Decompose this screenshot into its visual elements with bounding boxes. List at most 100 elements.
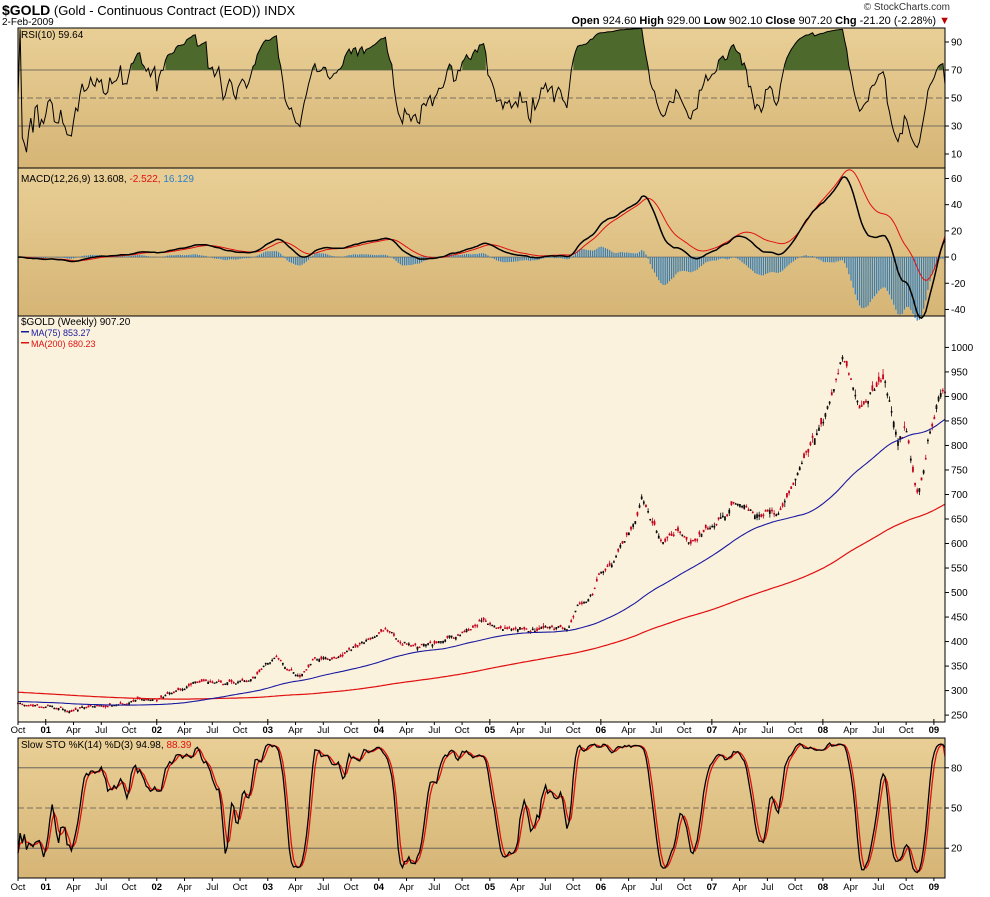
price-candle-body xyxy=(758,514,761,517)
price-candle-body xyxy=(429,641,432,644)
open-value: 924.60 xyxy=(602,15,637,27)
macd-histogram-bar xyxy=(688,257,690,272)
price-candle-body xyxy=(634,521,637,524)
price-candle-body xyxy=(877,376,880,382)
price-candle-body xyxy=(134,699,137,702)
price-time-axis-label: 07 xyxy=(707,725,718,736)
macd-histogram-bar xyxy=(530,257,532,261)
macd-histogram-bar xyxy=(459,255,461,258)
low-value: 902.10 xyxy=(728,15,763,27)
price-candle-body xyxy=(378,632,380,634)
macd-histogram-bar xyxy=(743,257,745,264)
price-candle-body xyxy=(450,635,453,638)
price-candle-body xyxy=(467,629,470,631)
macd-histogram-bar xyxy=(882,257,884,288)
bottom-time-axis-label: Jul xyxy=(539,882,551,893)
macd-histogram-bar xyxy=(66,257,68,259)
brand-link[interactable]: © StockCharts.com xyxy=(863,2,950,13)
price-candle-body xyxy=(847,373,850,375)
price-candle-body xyxy=(619,544,622,548)
macd-histogram-bar xyxy=(649,257,651,265)
macd-histogram-bar xyxy=(703,257,705,265)
ma200-line xyxy=(17,503,946,700)
macd-histogram-bar xyxy=(527,257,530,261)
macd-histogram-bar xyxy=(378,254,380,258)
price-time-axis-label: Apr xyxy=(66,725,81,736)
macd-histogram-bar xyxy=(626,252,628,258)
price-candle-body xyxy=(198,680,201,683)
price-candle-body xyxy=(875,382,878,387)
price-candle-body xyxy=(205,679,207,681)
price-candle-body xyxy=(234,683,237,685)
price-candle-body xyxy=(568,626,570,628)
price-candle-body xyxy=(561,627,564,630)
price-candle-body xyxy=(149,699,152,702)
price-candle-body xyxy=(754,515,756,520)
price-candle-body xyxy=(788,490,790,494)
price-candle-body xyxy=(630,526,632,530)
macd-histogram-bar xyxy=(412,257,414,265)
price-time-axis-label: Oct xyxy=(11,725,26,736)
price-candle-body xyxy=(523,627,526,630)
macd-histogram-bar xyxy=(856,257,859,301)
price-candle-body xyxy=(830,392,833,396)
macd-histogram-bar xyxy=(923,257,925,309)
price-tick-label: 500 xyxy=(951,588,968,599)
macd-histogram-bar xyxy=(139,254,141,258)
price-candle-body xyxy=(314,657,316,659)
macd-histogram-bar xyxy=(228,257,231,260)
price-candle-body xyxy=(796,472,799,476)
price-candle-body xyxy=(74,707,77,710)
macd-histogram-bar xyxy=(55,257,58,258)
macd-histogram-bar xyxy=(515,257,517,262)
macd-histogram-bar xyxy=(184,255,186,258)
price-candle-body xyxy=(482,617,485,621)
price-tick-label: 600 xyxy=(951,539,968,550)
price-candle-body xyxy=(621,541,624,544)
price-candle-body xyxy=(27,705,30,707)
macd-histogram-bar xyxy=(782,257,784,271)
price-candle-body xyxy=(173,691,175,694)
price-candle-body xyxy=(25,704,28,707)
macd-histogram-bar xyxy=(771,257,773,272)
price-time-axis-label: Apr xyxy=(843,725,858,736)
macd-histogram-bar xyxy=(137,255,139,258)
price-time-axis-label: Jul xyxy=(428,725,440,736)
bottom-time-axis-label: 03 xyxy=(263,882,274,893)
price-candle-body xyxy=(905,430,908,433)
macd-histogram-bar xyxy=(899,257,901,315)
price-candle-body xyxy=(506,627,509,629)
price-candle-body xyxy=(277,657,280,660)
price-candle-body xyxy=(689,540,692,544)
macd-histogram-bar xyxy=(399,257,401,265)
macd-histogram-bar xyxy=(461,254,463,258)
price-candle-body xyxy=(694,538,696,541)
price-candle-body xyxy=(343,652,346,654)
macd-histogram-bar xyxy=(690,257,692,273)
macd-histogram-bar xyxy=(350,254,352,258)
macd-histogram-bar xyxy=(846,257,848,268)
macd-histogram-bar xyxy=(824,257,826,263)
macd-histogram-bar xyxy=(807,256,809,258)
macd-histogram-bar xyxy=(478,253,480,258)
price-candle-body xyxy=(94,706,96,708)
macd-histogram-bar xyxy=(508,257,510,262)
macd-histogram-bar xyxy=(888,257,891,295)
price-candle-body xyxy=(696,539,699,541)
price-time-axis-label: Jul xyxy=(317,725,329,736)
price-candle-body xyxy=(183,688,186,691)
macd-histogram-bar xyxy=(700,257,703,266)
macd-histogram-bar xyxy=(265,251,267,258)
price-candle-body xyxy=(34,704,36,707)
price-candle-body xyxy=(935,405,938,409)
macd-histogram-bar xyxy=(619,252,621,258)
rsi-panel-title: RSI(10) 59.64 xyxy=(21,30,84,41)
price-candle-body xyxy=(920,477,923,481)
price-candle-body xyxy=(912,466,914,472)
price-candle-body xyxy=(704,524,707,529)
price-time-axis-label: 01 xyxy=(40,725,51,736)
price-candle-body xyxy=(837,373,840,375)
macd-histogram-bar xyxy=(143,255,145,258)
price-candle-body xyxy=(320,656,323,660)
